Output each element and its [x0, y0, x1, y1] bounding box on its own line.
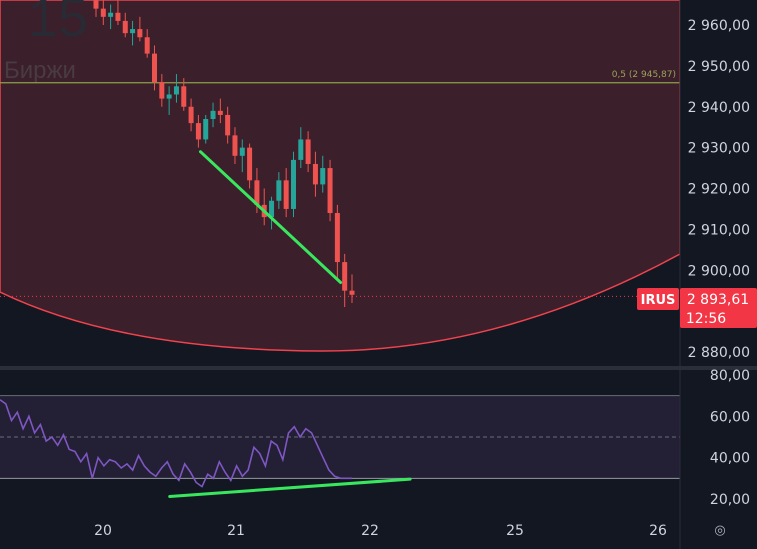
candle-body [210, 110, 216, 120]
candle-body [269, 200, 275, 218]
candle-body [327, 168, 333, 214]
settings-icon[interactable]: ◎ [714, 523, 725, 538]
candle-body [181, 86, 187, 107]
candle-body [305, 139, 311, 164]
price-axis-ticks: 2 960,00 2 950,00 2 940,00 2 930,00 2 920,00… [688, 18, 750, 361]
candle-body [217, 110, 223, 115]
pane-separator[interactable] [0, 366, 757, 370]
price-tick-label: 2 960,00 [688, 18, 750, 34]
candle-body [283, 180, 289, 209]
candle-body [159, 82, 165, 99]
candle-body [100, 8, 106, 17]
candle-body [298, 139, 304, 160]
price-tick-label: 2 930,00 [688, 141, 750, 157]
bowl-zone-shape [0, 0, 681, 352]
price-tick-label: 2 950,00 [688, 59, 750, 75]
watermark-interval: 15 [28, 0, 88, 48]
time-axis[interactable]: 20 21 22 25 26 [94, 523, 667, 539]
price-tick-label: 2 910,00 [688, 222, 750, 238]
candle-body [232, 135, 238, 156]
price-tick-label: 2 940,00 [688, 100, 750, 116]
price-tick-label: 2 880,00 [688, 345, 750, 361]
time-tick-label: 26 [649, 523, 667, 539]
candle-body [108, 12, 114, 17]
rsi-tick-label: 60,00 [710, 409, 750, 425]
candle-body [115, 12, 121, 21]
candle-body [349, 290, 355, 295]
countdown: 12:56 [686, 311, 726, 327]
candle-body [276, 180, 282, 201]
last-price-value: 2 893,61 [687, 292, 749, 308]
candle-body [166, 94, 172, 99]
candle-body [173, 86, 179, 95]
candle-body [188, 106, 194, 124]
rsi-line[interactable] [0, 399, 352, 488]
candle-body [195, 123, 201, 140]
candles-group [93, 0, 355, 308]
rsi-tick-label: 80,00 [710, 368, 750, 384]
candle-body [254, 180, 260, 205]
candle-body [247, 147, 253, 181]
candle-body [312, 163, 318, 185]
candle-body [130, 29, 136, 34]
price-trendline[interactable] [198, 150, 343, 285]
fib-level-label: 0,5 (2 945,87) [612, 70, 676, 80]
candle-body [290, 159, 296, 209]
candle-body [225, 114, 231, 136]
rsi-trendline[interactable] [168, 477, 412, 499]
symbol-tag: IRUS [641, 293, 676, 308]
candle-body [93, 0, 99, 9]
candle-body [152, 53, 158, 83]
watermark-subtitle: Биржи [4, 57, 76, 84]
rsi-tick-label: 40,00 [710, 451, 750, 467]
time-tick-label: 22 [361, 523, 379, 539]
time-tick-label: 25 [506, 523, 524, 539]
candle-body [239, 147, 245, 156]
candle-body [122, 20, 128, 34]
price-tick-label: 2 920,00 [688, 182, 750, 198]
rsi-axis-ticks: 80,00 60,00 40,00 20,00 [710, 368, 750, 508]
candle-body [320, 168, 326, 185]
candle-body [137, 29, 143, 38]
candle-body [342, 262, 348, 291]
candle-body [203, 119, 209, 140]
rsi-tick-label: 20,00 [710, 492, 750, 508]
candle-body [334, 213, 340, 263]
time-tick-label: 21 [227, 523, 245, 539]
time-tick-label: 20 [94, 523, 112, 539]
candle-body [144, 37, 150, 54]
price-tick-label: 2 900,00 [688, 263, 750, 279]
symbol-tag-bg [637, 288, 679, 310]
price-tag-bg [680, 288, 757, 328]
last-price-badge: IRUS 2 893,61 12:56 [637, 288, 757, 328]
